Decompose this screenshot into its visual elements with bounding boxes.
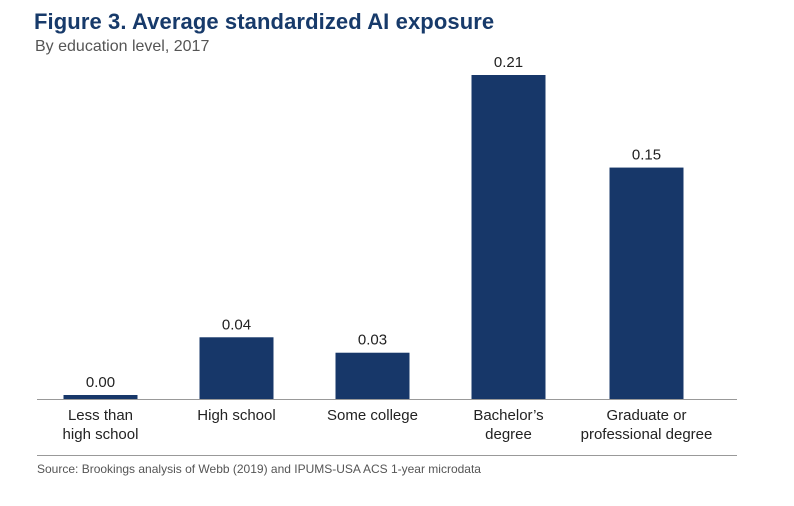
data-label: 0.03 xyxy=(358,332,387,349)
bar xyxy=(335,352,410,399)
bar xyxy=(471,75,546,399)
category-label: Less than high school xyxy=(63,407,139,443)
data-label: 0.04 xyxy=(222,316,251,333)
data-label: 0.00 xyxy=(86,374,115,391)
bar xyxy=(609,167,684,399)
chart-subtitle: By education level, 2017 xyxy=(35,38,210,55)
category-label: Some college xyxy=(327,407,418,424)
source-note: Source: Brookings analysis of Webb (2019… xyxy=(37,462,481,476)
bar xyxy=(199,337,274,399)
data-label: 0.15 xyxy=(632,147,661,164)
chart-title: Figure 3. Average standardized AI exposu… xyxy=(34,9,495,34)
data-label: 0.21 xyxy=(494,54,523,71)
category-label: Bachelor’s degree xyxy=(473,407,543,443)
bar xyxy=(63,395,138,399)
category-label: Graduate or professional degree xyxy=(581,407,713,443)
category-label: High school xyxy=(197,407,275,424)
